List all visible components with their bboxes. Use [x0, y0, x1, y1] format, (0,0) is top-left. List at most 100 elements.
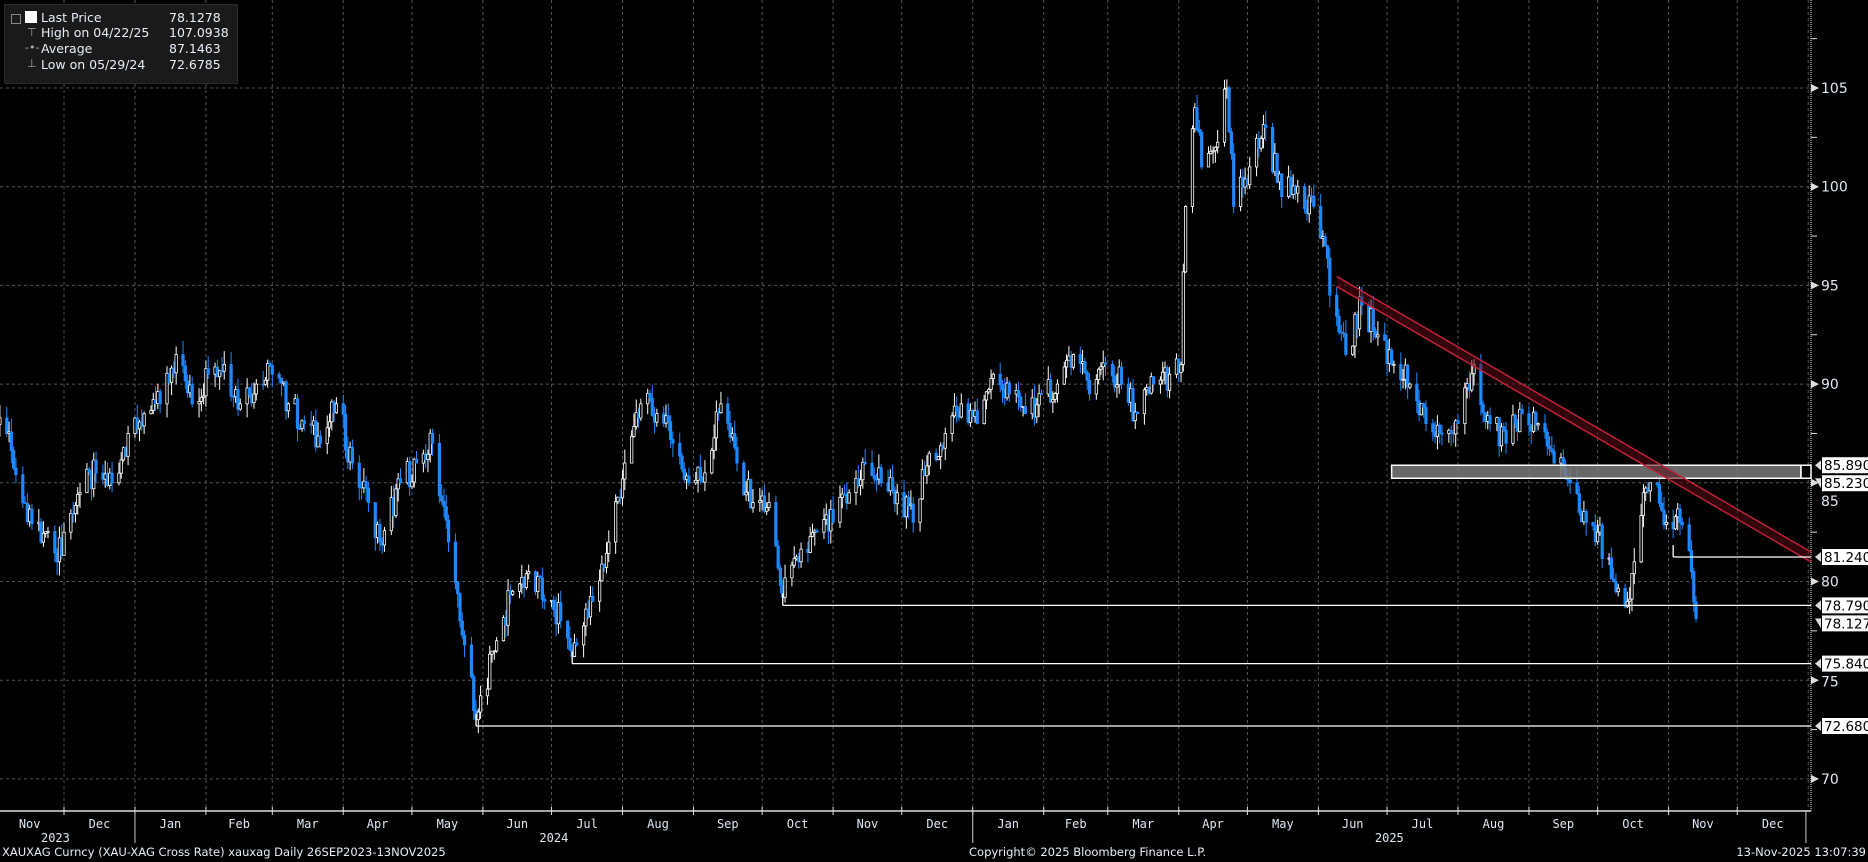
candle-up: [1133, 411, 1137, 422]
candle-up: [511, 590, 515, 595]
candle-up: [325, 427, 329, 444]
candle-down: [206, 368, 210, 375]
candle-down: [879, 467, 883, 484]
candle-up: [1051, 398, 1055, 403]
candle-down: [1431, 423, 1435, 433]
candle-down: [1131, 388, 1135, 422]
candle-up: [943, 433, 947, 449]
candle-down: [408, 461, 412, 488]
candle-up: [46, 531, 50, 533]
candle-down: [762, 495, 767, 512]
candle-down: [1339, 331, 1343, 334]
candle-down: [12, 450, 16, 469]
candle-down: [442, 500, 446, 508]
candle-up: [1064, 359, 1069, 368]
candle-up: [1115, 384, 1119, 388]
candle-up: [959, 403, 963, 418]
candle-down: [1270, 127, 1275, 173]
candle-down: [270, 365, 274, 375]
candle-down: [575, 642, 579, 646]
candle-up: [1259, 138, 1263, 149]
x-tick-label: Dec: [1762, 817, 1784, 831]
candle-down: [648, 393, 652, 399]
candle-down: [30, 508, 34, 525]
candle-down: [298, 428, 302, 430]
candle-down: [1016, 390, 1021, 398]
candle-up: [600, 563, 604, 582]
candle-down: [1229, 131, 1233, 154]
x-tick-label: Feb: [1065, 817, 1087, 831]
candle-down: [907, 496, 911, 506]
candle-down: [559, 602, 563, 622]
candle-down: [398, 478, 403, 484]
x-tick-label: Feb: [228, 817, 250, 831]
candle-up: [1408, 383, 1412, 388]
candle-up: [1037, 393, 1041, 406]
candle-up: [1392, 363, 1396, 366]
candle-up: [858, 479, 863, 487]
candle-down: [749, 478, 753, 509]
last-price-label-pointer: [1815, 618, 1821, 629]
trendline-lower: [1336, 285, 1812, 563]
candle-up: [492, 650, 496, 653]
candle-up: [920, 469, 924, 500]
candle-up: [334, 403, 338, 413]
trendline-band: [1336, 276, 1811, 563]
candle-down: [430, 432, 435, 444]
candle-down: [1449, 429, 1453, 433]
candle-down: [552, 599, 556, 611]
candle-down: [538, 575, 542, 579]
candle-up: [1062, 366, 1066, 385]
candle-down: [236, 389, 240, 410]
zone-lower-label: 85.2300: [1824, 476, 1868, 492]
candle-up: [712, 437, 716, 451]
candle-up: [861, 462, 865, 481]
y-tick-label: 80: [1821, 575, 1839, 591]
candle-down: [1200, 131, 1204, 168]
candle-up: [939, 445, 943, 457]
candle-up: [300, 420, 304, 429]
last-price-label: 78.1278: [1824, 616, 1868, 632]
candle-up: [950, 415, 954, 434]
candle-up: [1101, 362, 1105, 368]
candle-up: [783, 577, 787, 598]
candle-down: [1488, 415, 1492, 424]
candle-down: [295, 398, 300, 429]
candle-up: [263, 379, 268, 385]
candle-down: [1195, 107, 1199, 130]
candle-down: [1547, 445, 1552, 450]
candle-down: [650, 397, 654, 416]
collapse-icon[interactable]: [11, 14, 21, 24]
level-label-box: [1822, 597, 1868, 614]
candle-down: [1390, 349, 1394, 365]
candle-up: [1470, 373, 1474, 391]
candle-up: [584, 608, 588, 627]
zone-lower-label-box: [1822, 475, 1868, 492]
candle-down: [1083, 361, 1087, 373]
candle-up: [1222, 88, 1227, 143]
candle-down: [1502, 426, 1506, 431]
candle-up: [710, 450, 714, 474]
candle-down: [1078, 354, 1082, 364]
candle-up: [582, 625, 586, 646]
y-tick-pointer: [1811, 281, 1819, 290]
candle-up: [73, 505, 78, 514]
candle-down: [1543, 423, 1547, 433]
candle-up: [1351, 345, 1355, 355]
candle-down: [1312, 195, 1316, 207]
x-tick-label: Nov: [19, 817, 41, 831]
candle-down: [1232, 153, 1236, 207]
candle-up: [984, 391, 989, 401]
candle-down: [591, 595, 595, 602]
candle-up: [1184, 206, 1188, 273]
candle-down: [1689, 550, 1694, 573]
candle-down: [460, 620, 464, 636]
candle-down: [1575, 482, 1579, 494]
candle-down: [1323, 236, 1327, 247]
candle-down: [1438, 424, 1442, 434]
candle-down: [1197, 129, 1201, 133]
candle-up: [1181, 271, 1185, 365]
legend-value-low: 72.6785: [169, 57, 221, 72]
candle-down: [687, 475, 691, 484]
candle-up: [703, 472, 707, 483]
